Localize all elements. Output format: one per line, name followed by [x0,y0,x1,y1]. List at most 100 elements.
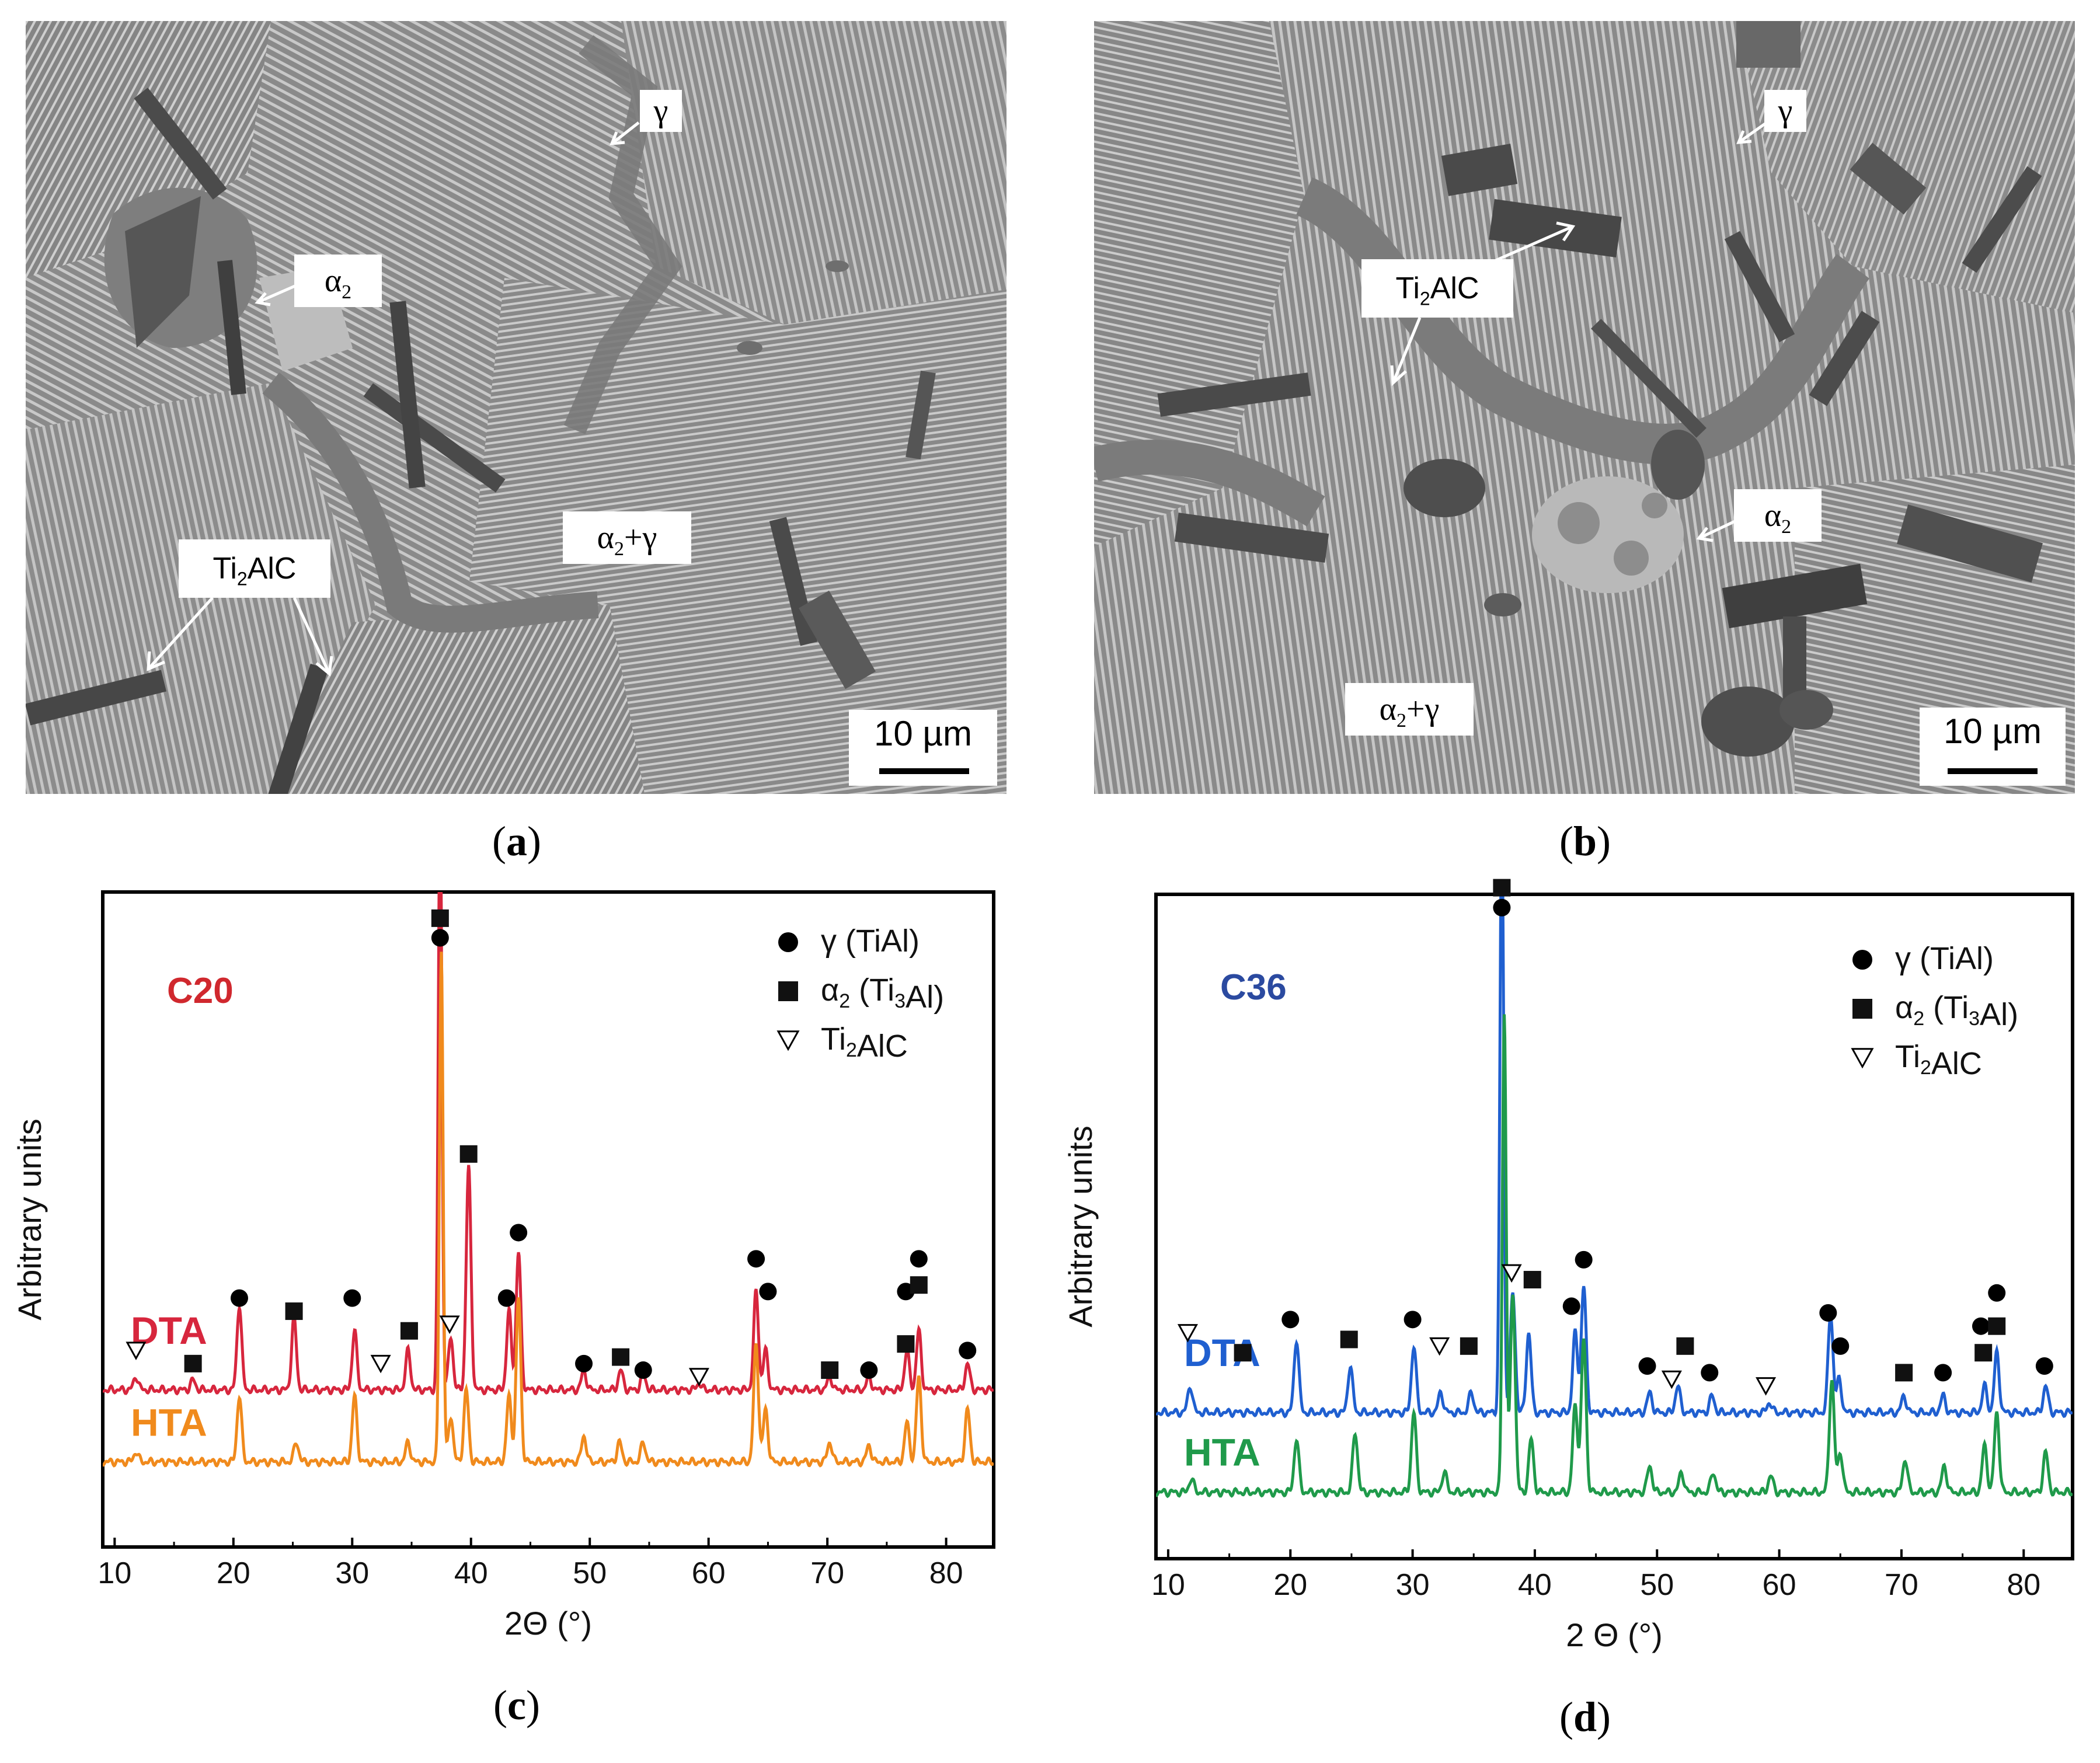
y-axis-label: Arbitrary units [11,1119,48,1320]
peak-marker-circle [497,1289,516,1307]
scale-bar-a-line [879,768,969,774]
peak-marker-circle [1493,898,1511,917]
peak-marker-triangle [1756,1377,1777,1396]
peak-marker-triangle [439,1315,460,1335]
peak-marker-circle [747,1250,765,1268]
peak-marker-triangle [126,1342,147,1360]
peak-marker-circle [343,1289,361,1307]
legend-label: Ti2AlC [821,1022,908,1064]
legend-label: α2 (Ti3Al) [1895,990,2018,1032]
peak-marker-circle [230,1289,248,1307]
label-ti2alc-a: Ti2AlC [179,539,330,598]
x-tick-label: 50 [573,1556,607,1590]
x-axis-label: 2 Θ (°) [1566,1616,1663,1653]
peak-marker-circle [959,1342,977,1360]
legend-label: γ (TiAl) [1895,941,1994,976]
scale-bar-a-text: 10 µm [874,714,972,753]
micrograph-b-texture [1094,21,2075,794]
peak-marker-circle [634,1361,652,1379]
legend-marker-square [1852,999,1872,1019]
micrograph-a: γ α2 Ti2AlC α2+γ 10 µm [26,21,1007,794]
label-ti2alc-b: Ti2AlC [1361,259,1513,318]
label-alpha2-gamma-a: α2+γ [563,511,691,564]
peak-marker-circle [1988,1284,2006,1302]
legend-marker-square [778,981,798,1001]
label-gamma-a: γ [640,90,682,132]
x-tick-label: 30 [335,1556,369,1590]
arrow-alpha2-a [255,284,296,306]
micrograph-a-texture [26,21,1007,794]
x-tick-label: 70 [1885,1568,1918,1602]
x-tick-label: 50 [1640,1568,1674,1602]
micrograph-b: γ Ti2AlC α2 α2+γ 10 µm [1094,21,2075,794]
plot-frame [1154,893,2074,1560]
arrows-ti2alc-b [1390,221,1576,386]
caption-c: (c) [493,1682,540,1729]
scale-bar-b-text: 10 µm [1944,712,2042,751]
peak-marker-circle [1404,1311,1422,1329]
peak-marker-triangle [1429,1337,1450,1356]
series-line-dta [1156,894,2073,1419]
x-tick-label: 10 [1151,1568,1185,1602]
peak-marker-circle [1972,1317,1990,1335]
series-line-hta [103,952,994,1468]
label-alpha2-b: α2 [1734,489,1822,542]
caption-a: (a) [492,818,541,865]
peak-marker-circle [1819,1304,1837,1322]
peak-marker-square [821,1361,839,1379]
peak-marker-square [285,1302,303,1320]
legend-label: α2 (Ti3Al) [821,973,944,1015]
series-line-dta [103,892,994,1396]
peak-marker-circle [1562,1297,1580,1315]
legend-marker-circle [778,932,798,952]
peak-marker-circle [910,1250,928,1268]
peak-marker-circle [1934,1364,1952,1382]
x-tick-label: 60 [692,1556,726,1590]
peak-marker-square [1988,1317,2006,1335]
xrd-chart-c20: 10 20 30 40 50 60 70 80 2Θ (°) Arbitrary units C20… [11,890,995,1642]
peak-marker-square [459,1145,478,1163]
arrows-ti2alc-a [147,597,333,677]
x-tick-label: 30 [1396,1568,1430,1602]
peak-marker-circle [1281,1311,1300,1329]
caption-d: (d) [1559,1694,1611,1740]
peak-marker-circle [510,1224,528,1242]
y-axis-label: Arbitrary units [1062,1126,1099,1327]
x-tick-label: 70 [810,1556,844,1590]
arrow-gamma-a [610,121,640,145]
legend-label: Ti2AlC [1895,1039,1982,1081]
arrow-gamma-b [1736,121,1768,144]
scale-bar-b-line [1948,768,2038,774]
peak-marker-circle [575,1354,593,1372]
x-axis-label: 2Θ (°) [504,1605,592,1642]
peak-marker-circle [860,1361,878,1379]
peak-marker-square [1895,1364,1913,1382]
scale-bar-a: 10 µm [849,710,997,786]
scale-bar-b: 10 µm [1920,708,2066,786]
x-tick-label: 80 [2007,1568,2040,1602]
peak-marker-square [897,1335,915,1353]
peak-marker-square [1234,1344,1252,1362]
label-alpha2-gamma-b: α2+γ [1345,683,1474,736]
legend-marker-triangle [1851,1048,1874,1069]
peak-marker-square [184,1354,202,1372]
legend-marker-triangle [776,1030,800,1051]
chart-title: C36 [1220,967,1287,1008]
chart-title: C20 [167,971,234,1011]
peak-marker-circle [1638,1357,1656,1375]
x-tick-label: 60 [1763,1568,1796,1602]
legend-marker-circle [1852,950,1872,970]
peak-marker-triangle [1177,1324,1198,1343]
x-tick-label: 20 [1273,1568,1307,1602]
series-label-hta: HTA [1184,1431,1260,1474]
peak-marker-square [1340,1330,1358,1349]
peak-marker-square [1676,1337,1694,1355]
series-label-hta: HTA [131,1400,207,1444]
peak-marker-circle [1701,1364,1719,1382]
xrd-chart-c36: 10 20 30 40 50 60 70 80 2 Θ (°) Arbitrary units C3… [1062,879,2074,1653]
legend-label: γ (TiAl) [821,924,920,959]
peak-marker-circle [1575,1250,1593,1269]
x-tick-label: 40 [454,1556,488,1590]
x-tick-label: 20 [217,1556,250,1590]
peak-marker-triangle [370,1354,391,1374]
